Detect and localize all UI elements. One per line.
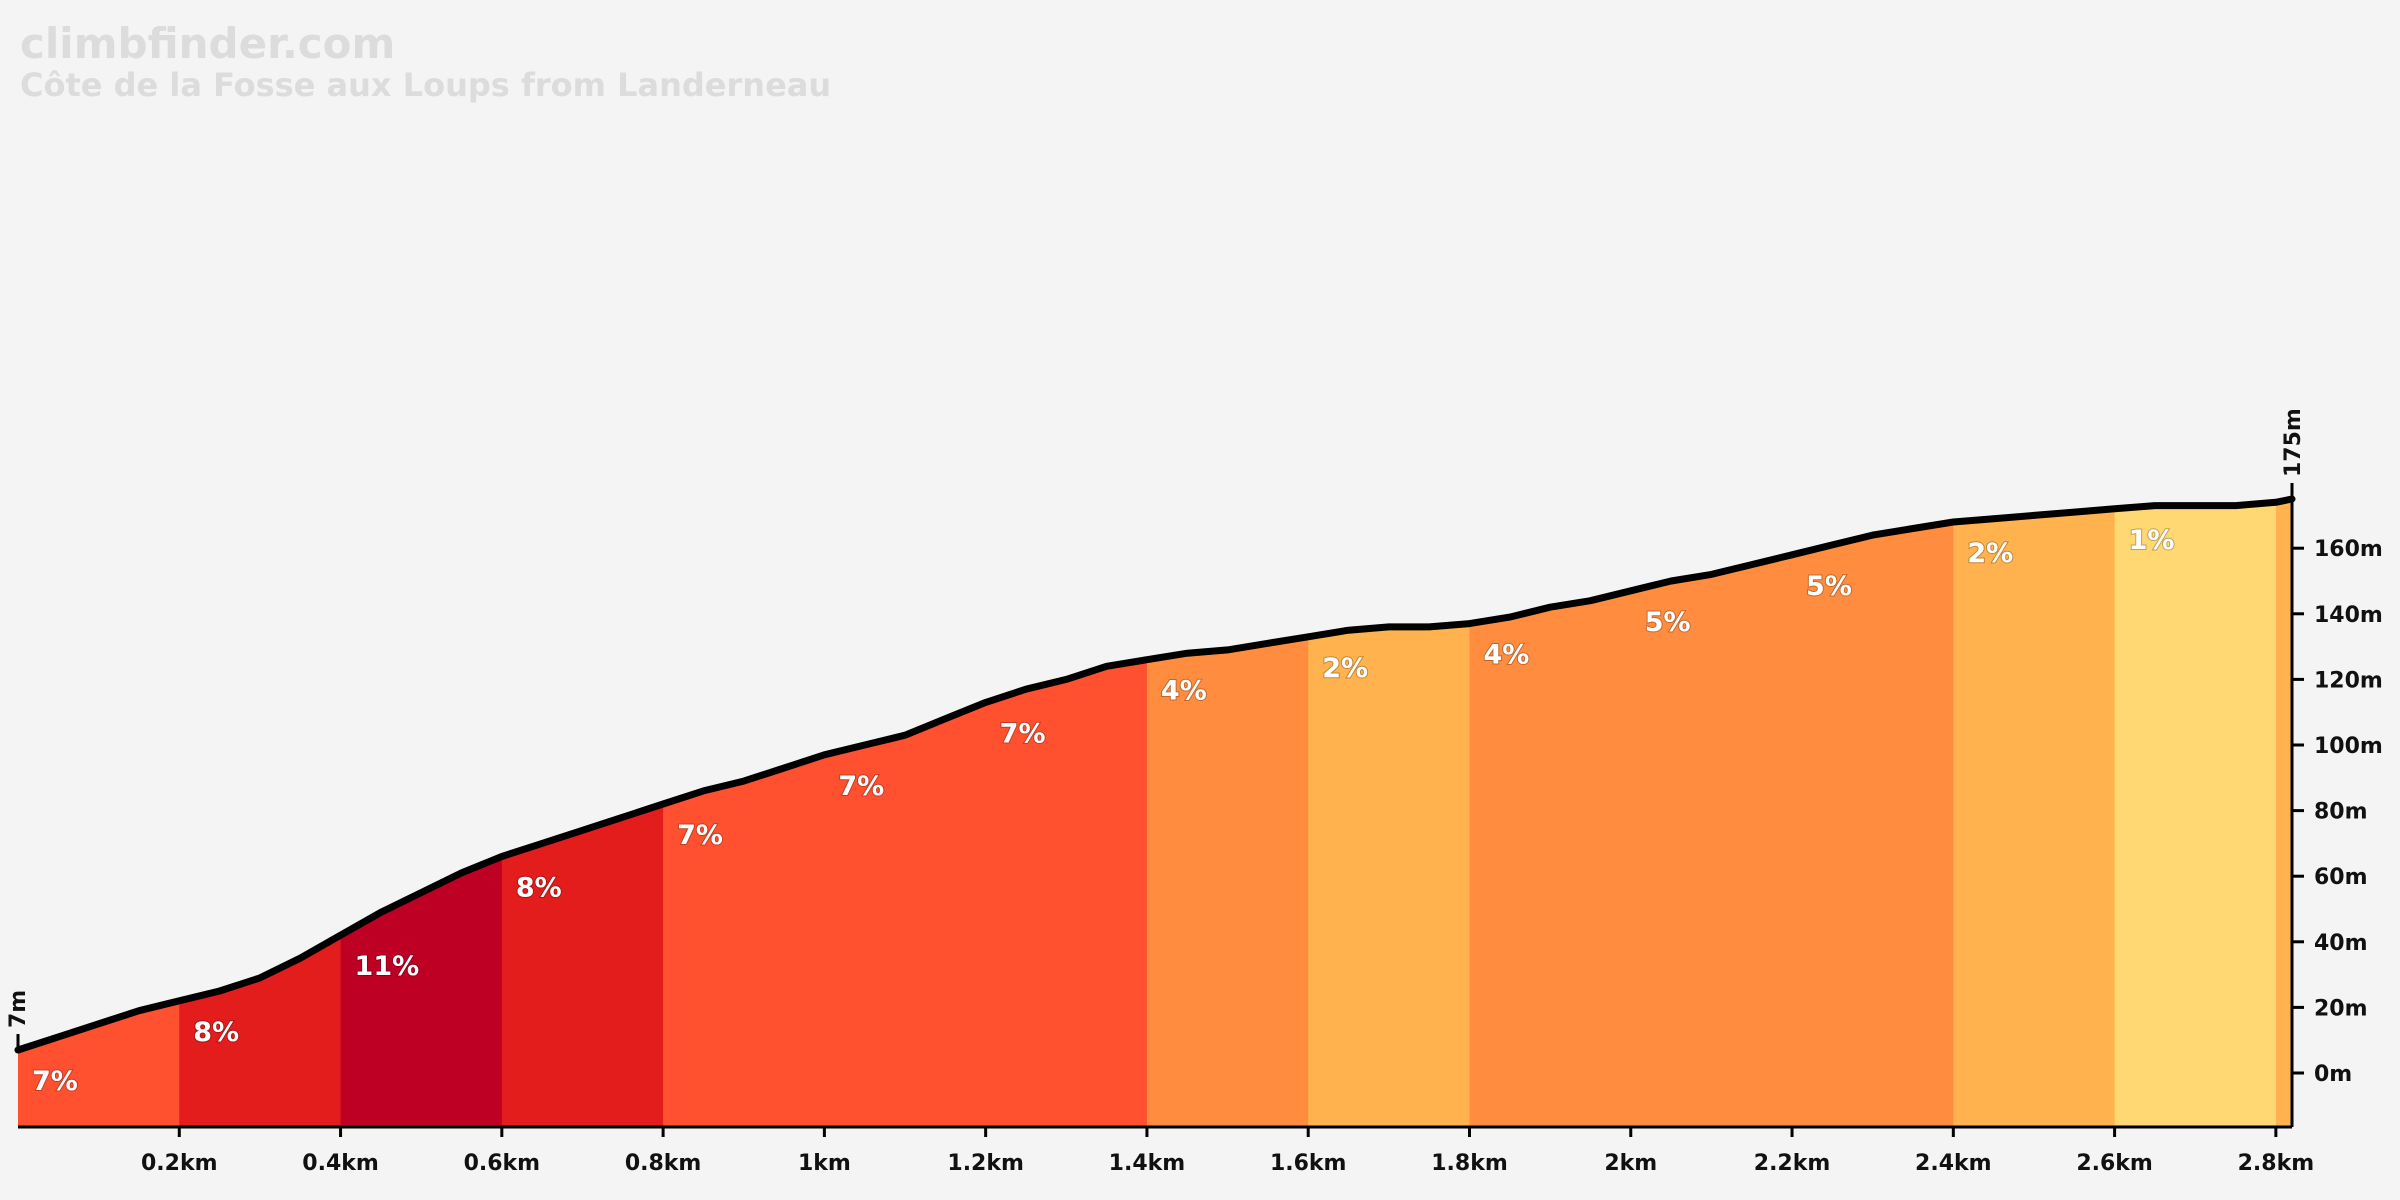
x-tick-label: 1.2km [947,1151,1024,1176]
gradient-label-2: 8% [193,1017,239,1048]
gradient-label-7: 7% [1000,718,1046,749]
x-axis: 0.2km 0.4km 0.6km 0.8km 1km 1.2km 1.4km 1.6km 1.… [18,1125,2315,1176]
gradient-segment-6 [824,499,987,1127]
x-tick-label: 2.8km [2238,1151,2315,1176]
gradient-segment-9 [1308,499,1470,1127]
gradient-segment-10 [1469,499,1632,1127]
gradient-label-13: 2% [1967,538,2013,569]
y-tick-label: 120m [2314,668,2383,693]
watermark-title: Côte de la Fosse aux Loups from Landerne… [20,66,831,104]
gradient-segment-5 [663,499,825,1127]
y-axis: 0m 20m 40m 60m 80m 100m 120m 140m 160m [2290,499,2383,1127]
gradient-segment-15 [2275,499,2292,1127]
start-elevation-label: 7m [6,990,31,1028]
end-elevation-label: 175m [2281,408,2306,477]
y-tick-label: 0m [2314,1062,2352,1087]
gradient-label-11: 5% [1645,607,1691,638]
y-tick-label: 80m [2314,800,2368,825]
gradient-label-6: 7% [838,771,884,802]
y-tick-label: 100m [2314,734,2383,759]
watermark-site: climbfinder.com [20,19,395,68]
gradient-segment-11 [1630,499,1793,1127]
gradient-label-1: 7% [32,1066,78,1097]
x-tick-label: 1.8km [1431,1151,1508,1176]
gradient-segment-7 [985,499,1148,1127]
x-tick-label: 0.8km [625,1151,702,1176]
gradient-segment-14 [2114,499,2277,1127]
x-tick-label: 0.6km [464,1151,541,1176]
x-tick-label: 1.4km [1109,1151,1186,1176]
gradient-label-5: 7% [677,820,723,851]
y-tick-label: 20m [2314,996,2368,1021]
gradient-label-12: 5% [1806,571,1852,602]
x-tick-label: 2km [1604,1151,1657,1176]
gradient-labels: 7% 8% 11% 8% 7% 7% 7% 4% 2% 4% 5% 5% 2% 1% [31,524,2175,1098]
y-tick-label: 40m [2314,931,2368,956]
gradient-label-9: 2% [1322,653,1368,684]
y-tick-label: 60m [2314,865,2368,890]
gradient-segment-13 [1953,499,2116,1127]
gradient-segment-8 [1146,499,1309,1127]
gradient-label-10: 4% [1483,640,1529,671]
x-tick-label: 2.2km [1754,1151,1831,1176]
x-tick-label: 0.2km [141,1151,218,1176]
y-tick-label: 140m [2314,603,2383,628]
y-tick-label: 160m [2314,537,2383,562]
gradient-label-8: 4% [1161,676,1207,707]
end-markers: 7m 175m [6,408,2306,1051]
gradient-segment-12 [1792,499,1954,1127]
x-tick-label: 1.6km [1270,1151,1347,1176]
x-tick-label: 2.4km [1915,1151,1992,1176]
gradient-segment-2 [179,499,342,1127]
gradient-label-3: 11% [355,951,420,982]
x-tick-label: 0.4km [302,1151,379,1176]
x-tick-label: 1km [798,1151,851,1176]
profile-line [14,495,2296,1054]
gradient-segment-1 [18,499,180,1127]
gradient-segment-4 [501,499,664,1127]
x-tick-label: 2.6km [2076,1151,2153,1176]
gradient-label-14: 1% [2129,525,2175,556]
gradient-label-4: 8% [516,873,562,904]
